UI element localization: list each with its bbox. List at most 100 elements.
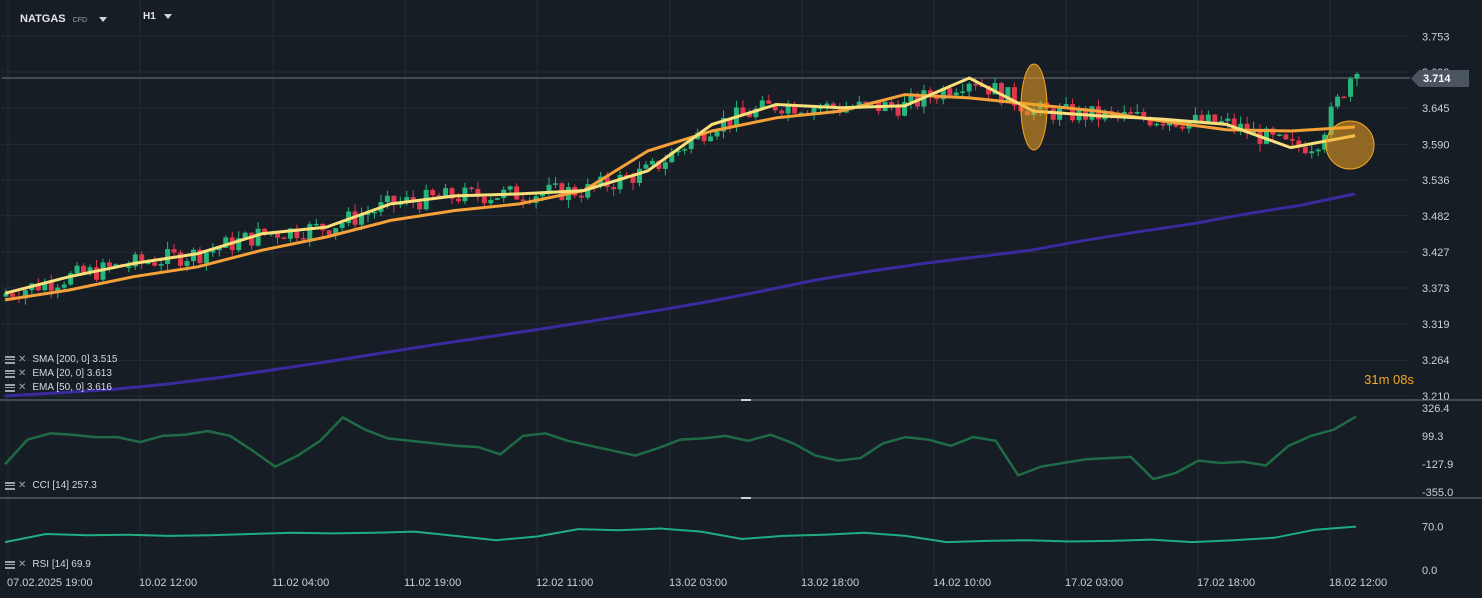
- candle-up: [1225, 118, 1231, 122]
- candle-down: [520, 199, 526, 202]
- candle-up: [643, 164, 649, 169]
- legend-rsi[interactable]: ✕ RSI [14] 69.9: [5, 559, 91, 570]
- candle-up: [753, 108, 759, 118]
- ema-20-line: [4, 76, 1356, 295]
- settings-icon[interactable]: [5, 481, 15, 490]
- candle-down: [93, 267, 99, 280]
- candle-up: [384, 195, 390, 203]
- candle-up: [22, 290, 28, 299]
- candle-up: [488, 199, 494, 204]
- cci-panel: [4, 415, 1357, 481]
- legend-ema20-label: EMA [20, 0] 3.613: [32, 368, 112, 379]
- settings-icon[interactable]: [5, 560, 15, 569]
- candle-up: [287, 228, 293, 239]
- candle-down: [417, 202, 423, 210]
- close-icon[interactable]: ✕: [18, 382, 27, 393]
- candle-down: [106, 262, 112, 267]
- candle-up: [1354, 73, 1360, 79]
- close-icon[interactable]: ✕: [18, 368, 27, 379]
- candle-down: [274, 233, 280, 238]
- candle-down: [772, 103, 778, 111]
- candle-up: [404, 197, 410, 202]
- candle-up: [1167, 122, 1173, 126]
- candle-down: [326, 230, 332, 235]
- settings-icon[interactable]: [5, 383, 15, 392]
- timeframe-label: H1: [143, 11, 156, 22]
- candle-down: [746, 113, 752, 118]
- candle-up: [669, 152, 675, 163]
- candle-down: [863, 101, 869, 104]
- candle-up: [721, 117, 727, 132]
- candle-down: [1244, 123, 1250, 134]
- candle-down: [455, 198, 461, 202]
- timer-m: m: [1378, 372, 1390, 387]
- candle-down: [934, 97, 940, 100]
- symbol-name: NATGAS: [20, 13, 66, 25]
- candle-down: [1160, 123, 1166, 126]
- symbol-selector[interactable]: NATGAS CFD: [20, 11, 108, 27]
- rsi-tick-label: 70.0: [1422, 522, 1443, 534]
- candle-up: [636, 168, 642, 183]
- candle-down: [48, 282, 54, 291]
- price-tick-label: 3.482: [1422, 211, 1450, 223]
- candle-up: [960, 91, 966, 93]
- candle-down: [1199, 114, 1205, 123]
- candle-down: [178, 252, 184, 266]
- sma-200-line: [4, 192, 1356, 398]
- candle-down: [171, 249, 177, 253]
- candle-up: [552, 183, 558, 185]
- candle-down: [1011, 87, 1017, 106]
- symbol-type: CFD: [72, 17, 88, 24]
- candle-up: [1089, 106, 1095, 120]
- price-tick-label: 3.264: [1422, 355, 1450, 367]
- chevron-down-icon: [163, 14, 172, 19]
- candle-up: [346, 211, 352, 224]
- time-tick-label: 14.02 10:00: [933, 577, 991, 589]
- current-price: 3.714: [1423, 72, 1451, 85]
- rsi-line: [4, 525, 1357, 544]
- legend-ema50[interactable]: ✕ EMA [50, 0] 3.616: [5, 382, 112, 393]
- candle-up: [1315, 149, 1321, 152]
- candle-down: [1141, 111, 1147, 119]
- close-icon[interactable]: ✕: [18, 559, 27, 570]
- candle-up: [1063, 104, 1069, 108]
- legend-sma200[interactable]: ✕ SMA [200, 0] 3.515: [5, 354, 117, 365]
- candle-up: [856, 101, 862, 108]
- legend-sma200-label: SMA [200, 0] 3.515: [32, 354, 118, 365]
- candle-down: [979, 85, 985, 88]
- candle-up: [708, 136, 714, 142]
- timeframe-selector[interactable]: H1: [143, 11, 172, 22]
- candle-up: [1309, 151, 1315, 154]
- settings-icon[interactable]: [5, 355, 15, 364]
- candle-up: [1328, 106, 1334, 135]
- candle-down: [1173, 122, 1179, 127]
- close-icon[interactable]: ✕: [18, 354, 27, 365]
- candle-up: [966, 83, 972, 92]
- candle-up: [953, 92, 959, 96]
- candle-down: [701, 132, 707, 142]
- candle-up: [662, 162, 668, 169]
- time-tick-label: 13.02 18:00: [801, 577, 859, 589]
- settings-icon[interactable]: [5, 369, 15, 378]
- timer-seconds: 08: [1393, 372, 1408, 387]
- candle-up: [675, 150, 681, 153]
- time-tick-label: 10.02 12:00: [139, 577, 197, 589]
- time-tick-label: 07.02.2025 19:00: [7, 577, 93, 589]
- candle-up: [546, 184, 552, 193]
- legend-ema20[interactable]: ✕ EMA [20, 0] 3.613: [5, 368, 112, 379]
- candle-up: [255, 228, 261, 246]
- candle-up: [365, 213, 371, 215]
- candle-down: [1095, 106, 1101, 120]
- candle-up: [1005, 87, 1011, 104]
- candle-countdown: 31m 08s: [1364, 372, 1414, 387]
- time-tick-label: 17.02 18:00: [1197, 577, 1255, 589]
- candle-down: [468, 187, 474, 190]
- time-tick-label: 13.02 03:00: [669, 577, 727, 589]
- candle-up: [617, 174, 623, 190]
- time-tick-label: 11.02 19:00: [404, 577, 461, 589]
- legend-cci[interactable]: ✕ CCI [14] 257.3: [5, 480, 97, 491]
- price-tick-label: 3.210: [1422, 391, 1450, 403]
- close-icon[interactable]: ✕: [18, 480, 27, 491]
- candle-down: [727, 117, 733, 126]
